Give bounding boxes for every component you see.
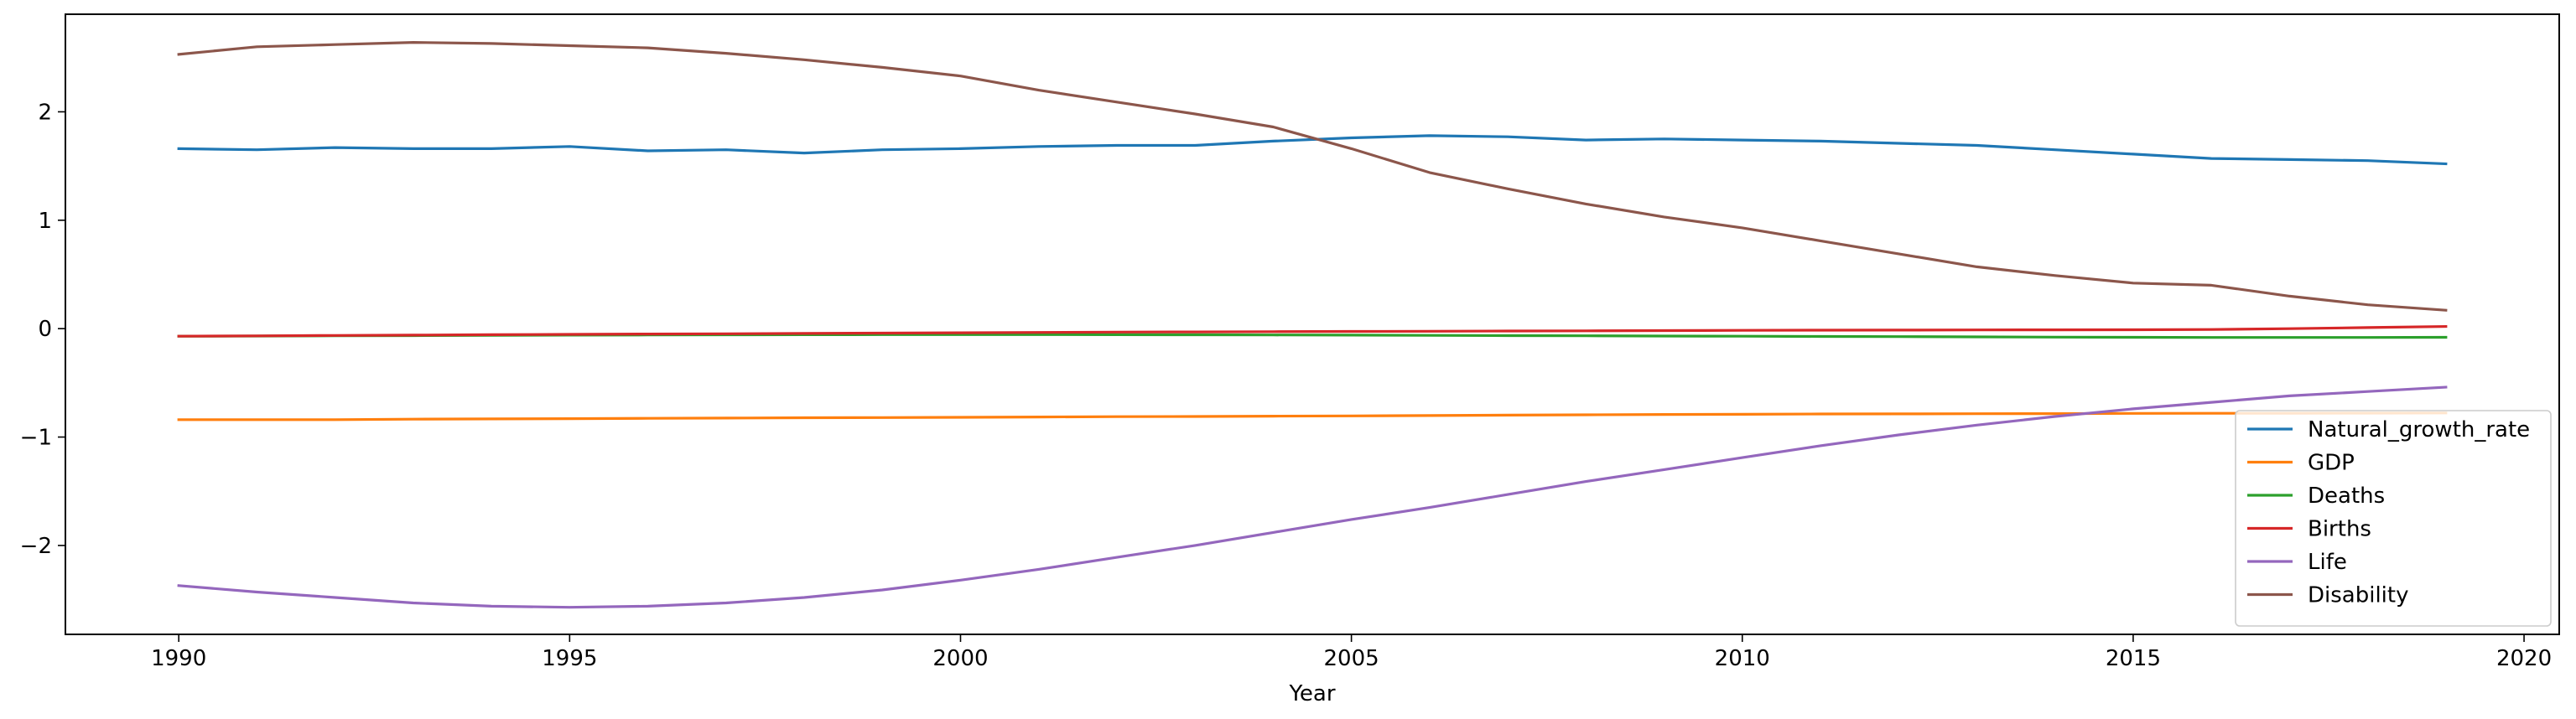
x-tick-label: 2015 (2106, 646, 2161, 671)
x-tick-label: 1995 (542, 646, 597, 671)
y-tick-label: 1 (38, 209, 52, 234)
x-axis: 1990 1995 2000 2005 2010 2015 2020 (151, 634, 2552, 671)
y-tick-label: 0 (38, 317, 52, 342)
x-axis-label: Year (1288, 681, 1335, 706)
x-tick-label: 2000 (932, 646, 988, 671)
x-tick-label: 1990 (151, 646, 206, 671)
legend-label: Natural_growth_rate (2308, 417, 2530, 442)
legend-label: GDP (2308, 451, 2355, 476)
series-line-life (177, 385, 2448, 609)
series-line-births (177, 324, 2448, 338)
x-tick-label: 2010 (1715, 646, 1770, 671)
legend-label: Disability (2308, 583, 2408, 608)
y-tick-label: 2 (38, 100, 52, 125)
legend-label: Births (2308, 517, 2371, 542)
legend: Natural_growth_rate GDP Deaths Births Life Di… (2235, 410, 2552, 627)
x-tick-label: 2005 (1324, 646, 1379, 671)
legend-label: Life (2308, 550, 2347, 575)
series-line-gdp (177, 411, 2448, 422)
series-line-disability (177, 40, 2448, 312)
legend-label: Deaths (2308, 484, 2385, 509)
series-layer (177, 40, 2448, 609)
series-line-natural-growth-rate (177, 134, 2448, 166)
x-tick-label: 2020 (2496, 646, 2552, 671)
y-tick-label: −1 (20, 426, 52, 451)
y-axis: −2 −1 0 1 2 (20, 100, 65, 559)
legend-box (2235, 410, 2552, 627)
y-tick-label: −2 (20, 534, 52, 559)
plot-frame (65, 13, 2560, 635)
